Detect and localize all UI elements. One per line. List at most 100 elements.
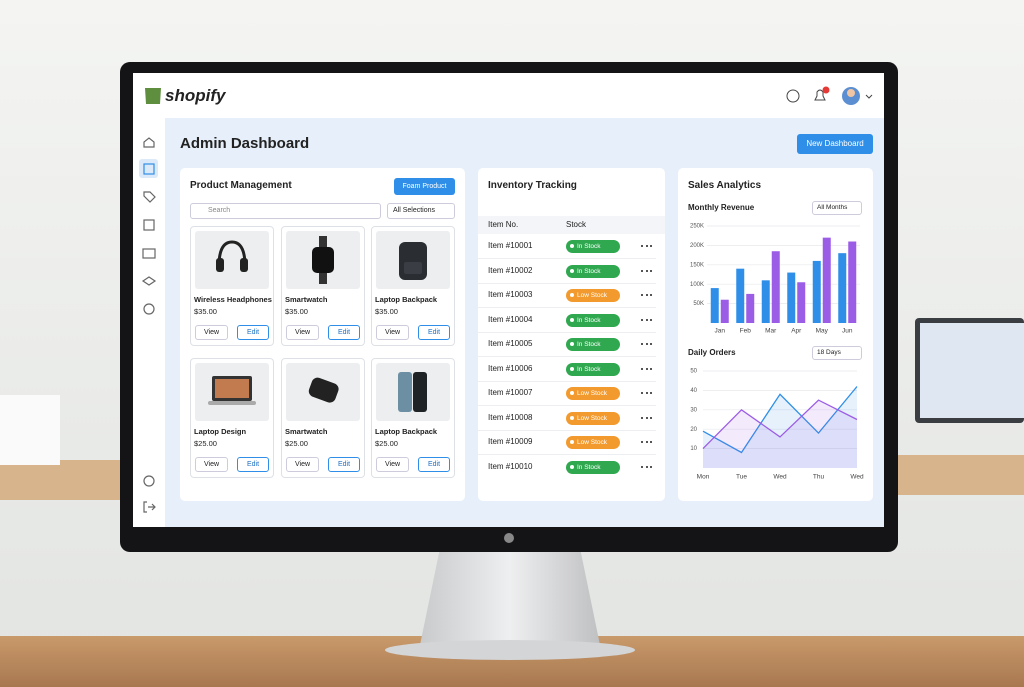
nav-home[interactable] <box>143 137 155 148</box>
status-dot <box>570 293 574 297</box>
chart-title: Daily Orders <box>688 348 736 357</box>
column-header: Stock <box>566 220 587 229</box>
product-price: $35.00 <box>194 307 217 316</box>
y-tick-label: 50 <box>690 369 697 375</box>
icon <box>217 240 247 267</box>
product-price: $25.00 <box>375 439 398 448</box>
nav-settings[interactable] <box>143 303 155 315</box>
nav-orders[interactable] <box>143 219 155 231</box>
edit-button[interactable]: Edit <box>237 457 269 472</box>
avatar-face <box>847 89 855 97</box>
nav-tags[interactable] <box>143 191 156 203</box>
row-menu[interactable] <box>641 269 652 272</box>
row-divider <box>478 405 656 406</box>
back-desk <box>0 460 130 500</box>
edit-button[interactable]: Edit <box>418 325 450 340</box>
view-button[interactable]: View <box>195 457 228 472</box>
row-menu[interactable] <box>641 416 652 419</box>
panel-title: Product Management <box>190 180 292 191</box>
row-divider <box>478 307 656 308</box>
view-button[interactable]: View <box>286 457 319 472</box>
icon <box>215 379 249 398</box>
nav-store[interactable] <box>142 248 156 259</box>
icon <box>208 401 256 405</box>
bar <box>822 237 831 323</box>
chevron[interactable] <box>865 94 873 99</box>
row-menu[interactable] <box>641 441 652 443</box>
status-pill: Low Stock <box>566 411 620 425</box>
product-name: Laptop Design <box>194 427 247 436</box>
status-dot <box>570 366 574 371</box>
row-menu[interactable] <box>641 465 652 468</box>
row-divider <box>478 258 656 259</box>
bar <box>746 293 755 323</box>
product-name: Smartwatch <box>285 295 328 304</box>
status-dot <box>570 391 574 395</box>
item-number: Item #10009 <box>488 437 533 446</box>
search-box[interactable]: Search <box>190 203 381 219</box>
icon <box>399 242 427 280</box>
product-price: $35.00 <box>375 307 398 316</box>
row-menu[interactable] <box>641 318 652 321</box>
icon <box>413 372 427 412</box>
row-menu[interactable] <box>641 343 652 345</box>
nav-logout[interactable] <box>143 501 156 513</box>
nav-layers[interactable] <box>141 276 157 286</box>
logo-mark <box>504 533 514 543</box>
status-pill: Low Stock <box>566 387 620 400</box>
add-product-button[interactable]: Foam Product <box>394 178 455 195</box>
filter-dropdown[interactable]: All Selections <box>387 203 455 219</box>
icon <box>216 258 224 272</box>
logo: shopify <box>165 86 226 105</box>
nav-config[interactable] <box>143 475 155 487</box>
edit-button[interactable]: Edit <box>328 457 360 472</box>
new-dashboard-button[interactable]: New Dashboard <box>797 134 873 154</box>
row-divider <box>478 454 656 455</box>
chart-filter[interactable]: 18 Days <box>812 346 862 360</box>
product-name: Laptop Backpack <box>375 295 438 304</box>
y-tick-label: 200K <box>690 243 704 249</box>
icon <box>398 372 412 412</box>
row-menu[interactable] <box>641 294 652 296</box>
item-number: Item #10003 <box>488 290 533 299</box>
status-dot <box>570 440 574 444</box>
line <box>702 399 858 450</box>
edit-button[interactable]: Edit <box>418 457 450 472</box>
bar <box>710 288 719 323</box>
product-name: Wireless Headphones <box>194 295 272 304</box>
view-button[interactable]: View <box>286 325 319 340</box>
bar <box>812 260 821 323</box>
table-header <box>478 216 665 234</box>
page-title: Admin Dashboard <box>180 135 310 152</box>
x-tick-label: Tue <box>736 474 747 481</box>
nav-dashboard[interactable] <box>143 163 155 175</box>
help-icon[interactable] <box>786 89 800 103</box>
row-menu[interactable] <box>641 367 652 370</box>
view-button[interactable]: View <box>195 325 228 340</box>
product-price: $25.00 <box>285 439 308 448</box>
view-button[interactable]: View <box>376 457 409 472</box>
view-button[interactable]: View <box>376 325 409 340</box>
bar <box>838 253 847 323</box>
icon <box>404 262 422 274</box>
panel-title: Sales Analytics <box>688 180 762 191</box>
status-dot <box>570 268 574 273</box>
line <box>702 386 858 454</box>
item-number: Item #10005 <box>488 339 533 348</box>
edit-button[interactable]: Edit <box>237 325 269 340</box>
stand-base <box>385 640 635 660</box>
panel-title: Inventory Tracking <box>488 180 577 191</box>
row-menu[interactable] <box>641 245 652 247</box>
icon <box>308 377 339 403</box>
bell-icon[interactable] <box>814 89 826 101</box>
x-tick-label: Wed <box>773 474 787 481</box>
analytics-panel <box>678 168 873 501</box>
back-screen <box>920 323 1024 418</box>
row-menu[interactable] <box>641 392 652 394</box>
chart-filter[interactable]: All Months <box>812 201 862 215</box>
status-pill: Low Stock <box>566 436 620 449</box>
edit-button[interactable]: Edit <box>328 325 360 340</box>
item-number: Item #10008 <box>488 412 533 422</box>
sidebar <box>133 118 165 527</box>
